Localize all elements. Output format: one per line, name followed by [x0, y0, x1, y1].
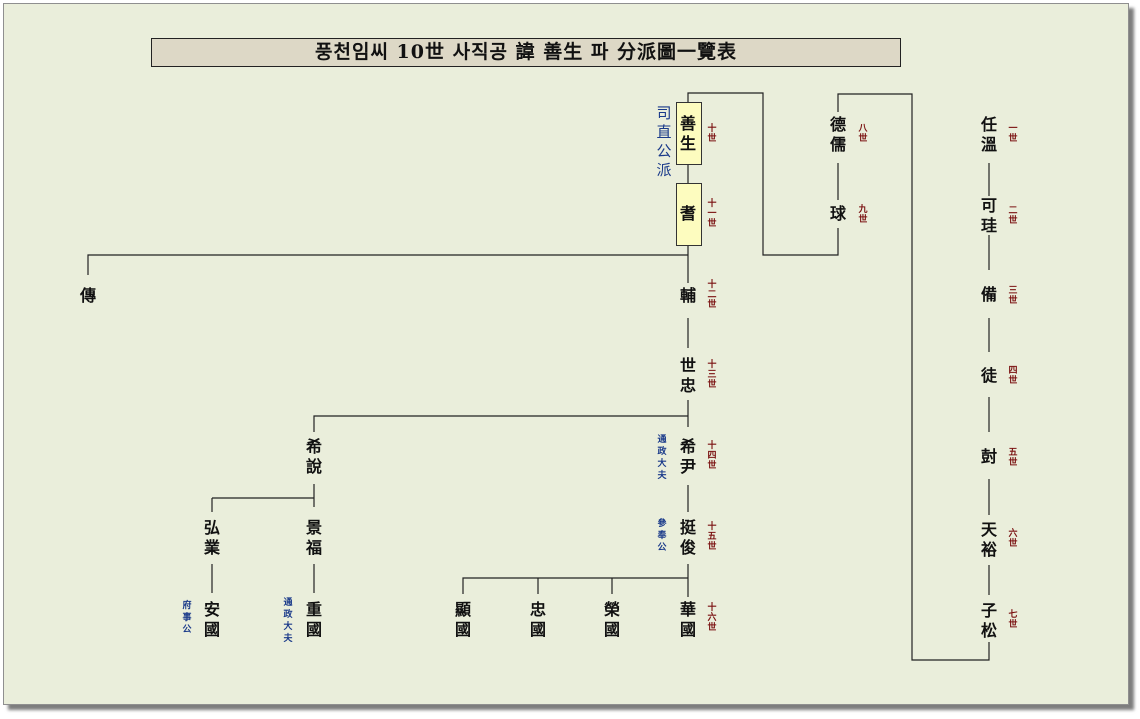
line-15-left [462, 577, 688, 594]
person-bi: 備 [980, 285, 997, 304]
person-gyeong-bok: 景 福 [305, 518, 322, 557]
person-hui-yun: 希 尹 [679, 437, 696, 476]
line-7-8 [837, 93, 990, 661]
person-cheon-yu: 天 裕 [980, 520, 997, 559]
gen-label-4: 四 世 [1008, 366, 1018, 386]
person-do: 徒 [980, 366, 997, 385]
person-hong-eop: 弘 業 [203, 518, 220, 557]
title-tongjeong-b: 通 政 大 夫 [283, 598, 293, 644]
title-tongjeong-a: 通 政 大 夫 [657, 435, 667, 481]
person-ka-gyu: 可 珪 [980, 196, 997, 235]
chart-frame [3, 3, 1129, 705]
person-bo: 輔 [679, 286, 696, 305]
gen-label-11: 十 一 世 [707, 199, 717, 229]
highlight-box-seon-saeng [676, 102, 702, 165]
title-chambong: 參 奉 公 [657, 519, 667, 553]
person-ren-on: 任 溫 [980, 115, 997, 154]
gen-label-15: 十 五 世 [707, 522, 717, 552]
gen-label-9: 九 世 [858, 205, 868, 225]
person-se-chung: 世 忠 [679, 356, 696, 395]
person-hyeon-guk: 顯 國 [454, 600, 471, 639]
gen-label-12: 十 二 世 [707, 280, 717, 310]
gen-label-10: 十 世 [707, 124, 717, 144]
person-gi: 耆 [679, 204, 696, 223]
person-hui-yeol: 希 說 [305, 437, 322, 476]
branch-label: 司直公派 [656, 104, 672, 179]
page-title: 풍천임씨 10世 사직공 諱 善生 파 分派圖一覽表 [151, 38, 901, 67]
gen-label-5: 五 世 [1008, 448, 1018, 468]
person-jeong-jun: 挺 俊 [679, 518, 696, 557]
gen-label-7: 七 世 [1008, 610, 1018, 630]
person-ja-song: 子 松 [980, 601, 997, 640]
person-yeong-guk: 榮 國 [603, 600, 620, 639]
person-jeon: 尌 [980, 447, 997, 466]
gen-label-6: 六 世 [1008, 529, 1018, 549]
person-jung-guk: 重 國 [305, 600, 322, 639]
person-chung-guk: 忠 國 [529, 600, 546, 639]
highlight-box-gi [676, 183, 702, 246]
title-busa: 府 事 公 [182, 601, 192, 635]
person-gu: 球 [829, 204, 846, 223]
gen-label-8: 八 世 [858, 124, 868, 144]
line-13-left [313, 415, 688, 432]
gen-label-3: 三 世 [1008, 286, 1018, 306]
gen-label-13: 十 三 世 [707, 360, 717, 390]
gen-label-2: 二 世 [1008, 206, 1018, 226]
person-hwa-guk: 華 國 [679, 600, 696, 639]
line-9-10 [687, 92, 839, 256]
gen-label-1: 一 世 [1008, 124, 1018, 144]
person-seon-saeng: 善 生 [679, 114, 696, 153]
gen-label-16: 十 六 世 [707, 603, 717, 633]
line-11-left [87, 254, 688, 275]
person-deok-yu: 德 儒 [829, 115, 846, 154]
person-an-guk: 安 國 [203, 600, 220, 639]
gen-label-14: 十 四 世 [707, 441, 717, 471]
person-jeon-left: 傳 [79, 286, 96, 305]
